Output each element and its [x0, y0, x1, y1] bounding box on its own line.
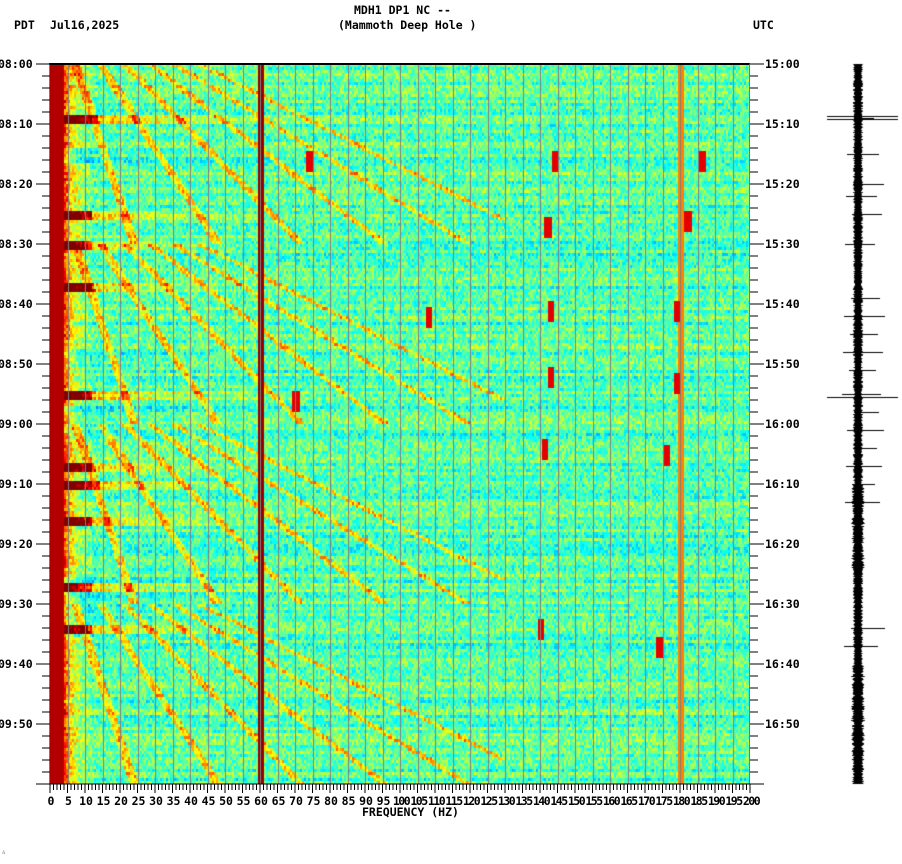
x-tick-label: 15 — [96, 794, 111, 808]
footer-mark: ∴ — [2, 849, 6, 856]
x-tick-label: 165 — [620, 794, 638, 808]
y-tick-label-left: 08:10 — [0, 117, 33, 131]
y-tick-label-left: 09:10 — [0, 477, 33, 491]
y-tick-label-left: 08:00 — [0, 57, 33, 71]
x-axis-title: FREQUENCY (HZ) — [362, 805, 459, 819]
x-tick-label: 200 — [742, 794, 761, 808]
x-tick-label: 160 — [602, 794, 621, 808]
y-tick-label-right: 16:30 — [765, 597, 800, 611]
right-timezone-label: UTC — [753, 18, 774, 32]
x-tick-label: 105 — [410, 794, 428, 808]
x-tick-label: 30 — [149, 794, 163, 808]
y-tick-label-right: 15:40 — [765, 297, 800, 311]
x-tick-label: 50 — [219, 794, 233, 808]
x-tick-label: 130 — [497, 794, 516, 808]
y-tick-label-right: 15:10 — [765, 117, 800, 131]
x-tick-label: 115 — [445, 794, 463, 808]
x-tick-label: 155 — [585, 794, 603, 808]
y-tick-label-left: 08:30 — [0, 237, 33, 251]
x-tick-label: 150 — [567, 794, 586, 808]
x-tick-label: 55 — [236, 794, 251, 808]
date-label: Jul16,2025 — [50, 18, 120, 32]
y-tick-label-right: 15:00 — [765, 57, 800, 71]
x-tick-label: 190 — [707, 794, 726, 808]
y-tick-label-right: 15:50 — [765, 357, 800, 371]
x-tick-label: 80 — [324, 794, 338, 808]
seismic-waveform-trace — [820, 60, 902, 790]
spectrogram-plot — [50, 64, 750, 784]
x-tick-label: 85 — [341, 794, 356, 808]
x-tick-label: 170 — [637, 794, 656, 808]
x-tick-label: 90 — [359, 794, 373, 808]
x-tick-label: 40 — [184, 794, 198, 808]
y-tick-label-right: 16:40 — [765, 657, 800, 671]
x-tick-label: 135 — [515, 794, 533, 808]
y-tick-label-left: 09:00 — [0, 417, 33, 431]
x-tick-label: 145 — [550, 794, 568, 808]
y-tick-label-left: 09:30 — [0, 597, 33, 611]
x-tick-label: 120 — [462, 794, 481, 808]
x-tick-label: 20 — [114, 794, 128, 808]
station-title: MDH1 DP1 NC -- — [354, 3, 451, 17]
station-name: (Mammoth Deep Hole ) — [338, 18, 477, 32]
x-tick-label: 110 — [427, 794, 446, 808]
x-tick-label: 95 — [376, 794, 391, 808]
x-tick-label: 180 — [672, 794, 691, 808]
y-tick-label-right: 16:20 — [765, 537, 800, 551]
x-tick-label: 175 — [655, 794, 673, 808]
x-tick-label: 45 — [201, 794, 216, 808]
left-timezone-label: PDT — [14, 18, 35, 32]
y-tick-label-left: 08:40 — [0, 297, 33, 311]
x-tick-label: 5 — [65, 794, 72, 808]
x-tick-label: 70 — [289, 794, 303, 808]
y-tick-label-left: 09:20 — [0, 537, 33, 551]
x-tick-label: 65 — [271, 794, 286, 808]
y-tick-label-left: 09:50 — [0, 717, 33, 731]
x-tick-label: 60 — [254, 794, 268, 808]
x-tick-label: 10 — [79, 794, 93, 808]
x-tick-label: 0 — [47, 794, 55, 808]
x-tick-label: 185 — [690, 794, 708, 808]
y-tick-label-right: 16:10 — [765, 477, 800, 491]
y-tick-label-right: 16:50 — [765, 717, 800, 731]
y-tick-label-right: 15:30 — [765, 237, 800, 251]
y-tick-label-left: 08:20 — [0, 177, 33, 191]
x-tick-label: 35 — [166, 794, 181, 808]
y-tick-label-right: 16:00 — [765, 417, 800, 431]
y-tick-label-right: 15:20 — [765, 177, 800, 191]
spectrogram-canvas — [50, 64, 750, 784]
x-tick-label: 100 — [392, 794, 411, 808]
x-tick-label: 125 — [480, 794, 498, 808]
y-tick-label-left: 09:40 — [0, 657, 33, 671]
y-tick-label-left: 08:50 — [0, 357, 33, 371]
x-tick-label: 140 — [532, 794, 551, 808]
x-tick-label: 25 — [131, 794, 146, 808]
x-tick-label: 75 — [306, 794, 321, 808]
x-tick-label: 195 — [725, 794, 743, 808]
